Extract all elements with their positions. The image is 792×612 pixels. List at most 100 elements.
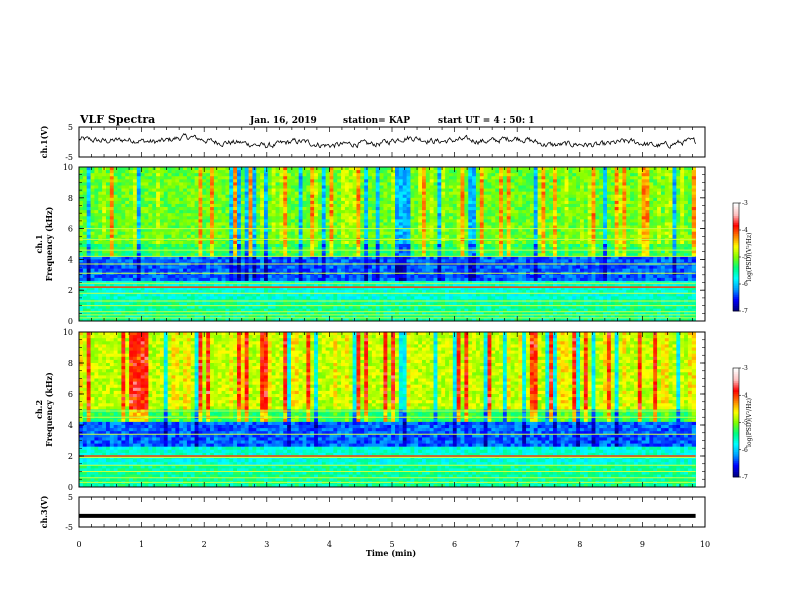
ch1-spectrogram-cell (541, 219, 546, 223)
ch1-spectrogram-cell (90, 203, 95, 208)
ch1-spectrogram-cell (591, 250, 596, 254)
ch1-spectrogram-cell (610, 173, 616, 177)
ch1-spectrogram-cell (633, 247, 639, 251)
ch1-spectrogram-cell (653, 244, 658, 248)
ch1-spectrogram-cell (271, 222, 276, 226)
ch1-spectrogram-cell (433, 216, 438, 220)
ch1-spectrogram-cell (117, 228, 122, 233)
ch1-spectrogram-cell (587, 207, 592, 211)
ch1-spectrogram-cell (94, 240, 99, 245)
ch1-spectrogram-cell (664, 219, 670, 223)
ch1-spectrogram-cell (568, 231, 573, 236)
ch1-spectrogram-cell (610, 219, 616, 223)
ch1-spectrogram-cell (94, 194, 99, 199)
ch1-spectrogram-cell (240, 194, 246, 199)
ch1-spectrogram-cell (344, 185, 350, 189)
ch1-spectrogram-cell (549, 207, 554, 211)
ch1-spectrogram-cell (445, 244, 450, 248)
ch1-spectrogram-cell (676, 219, 681, 223)
ch1-spectrogram-cell (464, 222, 469, 226)
ch1-spectrogram-cell (144, 173, 149, 177)
ch1-spectrogram-cell (256, 182, 261, 186)
ch1-spectrogram-cell (553, 244, 558, 248)
ch1-spectrogram-cell (113, 194, 118, 199)
ch1-spectrogram-cell (314, 244, 319, 248)
ch1-spectrogram-cell (329, 234, 334, 239)
ch1-spectrogram-cell (186, 244, 192, 248)
ch1-spectrogram-cell (79, 191, 84, 196)
ch1-spectrogram-cell (356, 231, 361, 236)
ch1-spectrogram-cell (425, 240, 431, 245)
ch1-spectrogram-cell (321, 207, 327, 211)
ch1-spectrogram-cell (649, 231, 654, 236)
ch1-spectrogram-cell (356, 256, 361, 260)
ch1-spectrogram-cell (668, 213, 673, 217)
ch1-spectrogram-cell (391, 185, 396, 189)
ch1-spectrogram-cell (368, 244, 373, 248)
ch1-spectrogram-cell (499, 170, 504, 174)
ch1-spectrogram-cell (375, 240, 380, 245)
ch1-spectrogram-cell (263, 210, 269, 214)
ch1-spectrogram-cell (271, 173, 276, 177)
ch1-spectrogram-cell (614, 250, 619, 254)
ch1-spectrogram-cell (560, 203, 565, 208)
ch1-spectrogram-cell (90, 167, 95, 171)
ch1-spectrogram-cell (225, 240, 230, 245)
ch1-spectrogram-cell (421, 216, 427, 220)
ch1-spectrogram-cell (406, 188, 411, 193)
ch1-spectrogram-cell (140, 191, 145, 196)
ch1-spectrogram-cell (583, 173, 589, 177)
ch1-spectrogram-cell (603, 250, 608, 254)
ch1-spectrogram-cell (341, 191, 346, 196)
ch1-spectrogram-cell (595, 256, 600, 260)
ch1-spectrogram-cell (237, 216, 242, 220)
ch1-spectrogram-cell (129, 207, 134, 211)
ch1-spectrogram-cell (371, 244, 377, 248)
ch1-spectrogram-cell (252, 219, 257, 223)
ch1-spectrogram-cell (152, 244, 157, 248)
ch1-spectrogram-cell (210, 250, 215, 254)
ch1-spectrogram-cell (121, 231, 126, 236)
ch1-spectrogram-cell (306, 222, 311, 226)
ch1-spectrogram-cell (179, 182, 184, 186)
ch1-spectrogram-cell (460, 167, 465, 171)
ch1-spectrogram-cell (263, 222, 269, 226)
ch1-spectrogram-cell (610, 225, 616, 229)
ch1-spectrogram-cell (533, 173, 538, 177)
ch1-spectrogram-cell (383, 200, 388, 205)
ch1-spectrogram-cell (487, 191, 492, 196)
ch1-spectrogram-cell (79, 194, 84, 199)
ch1-spectrogram-cell (121, 213, 126, 217)
ch1-spectrogram-cell (233, 222, 238, 226)
ch1-spectrogram-cell (132, 234, 138, 239)
ch1-spectrogram-cell (121, 225, 126, 229)
ch1-spectrogram-cell (86, 185, 91, 189)
ch1-spectrogram-cell (495, 240, 500, 245)
ch1-spectrogram-cell (302, 213, 307, 217)
ch1-spectrogram-cell (660, 250, 666, 254)
ch1-spectrogram-cell (599, 256, 604, 260)
ch1-spectrogram-cell (545, 167, 550, 171)
ch1-spectrogram-cell (491, 197, 496, 202)
ch1-spectrogram-cell (691, 222, 697, 226)
ch1-spectrogram-cell (680, 207, 685, 211)
ch1-spectrogram-cell (606, 222, 612, 226)
ch1-spectrogram-cell (206, 216, 211, 220)
ch1-spectrogram-cell (98, 179, 103, 183)
ch1-spectrogram-cell (213, 228, 219, 233)
ch1-spectrogram-cell (225, 197, 230, 202)
ch1-spectrogram-cell (526, 191, 531, 196)
ch1-spectrogram-cell (364, 213, 369, 217)
ch1-spectrogram-cell (441, 228, 446, 233)
ch1-spectrogram-cell (298, 188, 303, 193)
ch1-spectrogram-cell (383, 253, 388, 257)
ch1-spectrogram-cell (533, 167, 538, 171)
ch1-spectrogram-cell (506, 253, 512, 257)
ch1-spectrogram-cell (529, 176, 535, 180)
ch1-spectrogram-cell (452, 216, 458, 220)
ch1-spectrogram-cell (329, 194, 334, 199)
ch1-spectrogram-cell (560, 188, 565, 193)
ch1-spectrogram-cell (90, 225, 95, 229)
ch1-spectrogram-cell (183, 234, 188, 239)
ch1-spectrogram-cell (580, 182, 585, 186)
